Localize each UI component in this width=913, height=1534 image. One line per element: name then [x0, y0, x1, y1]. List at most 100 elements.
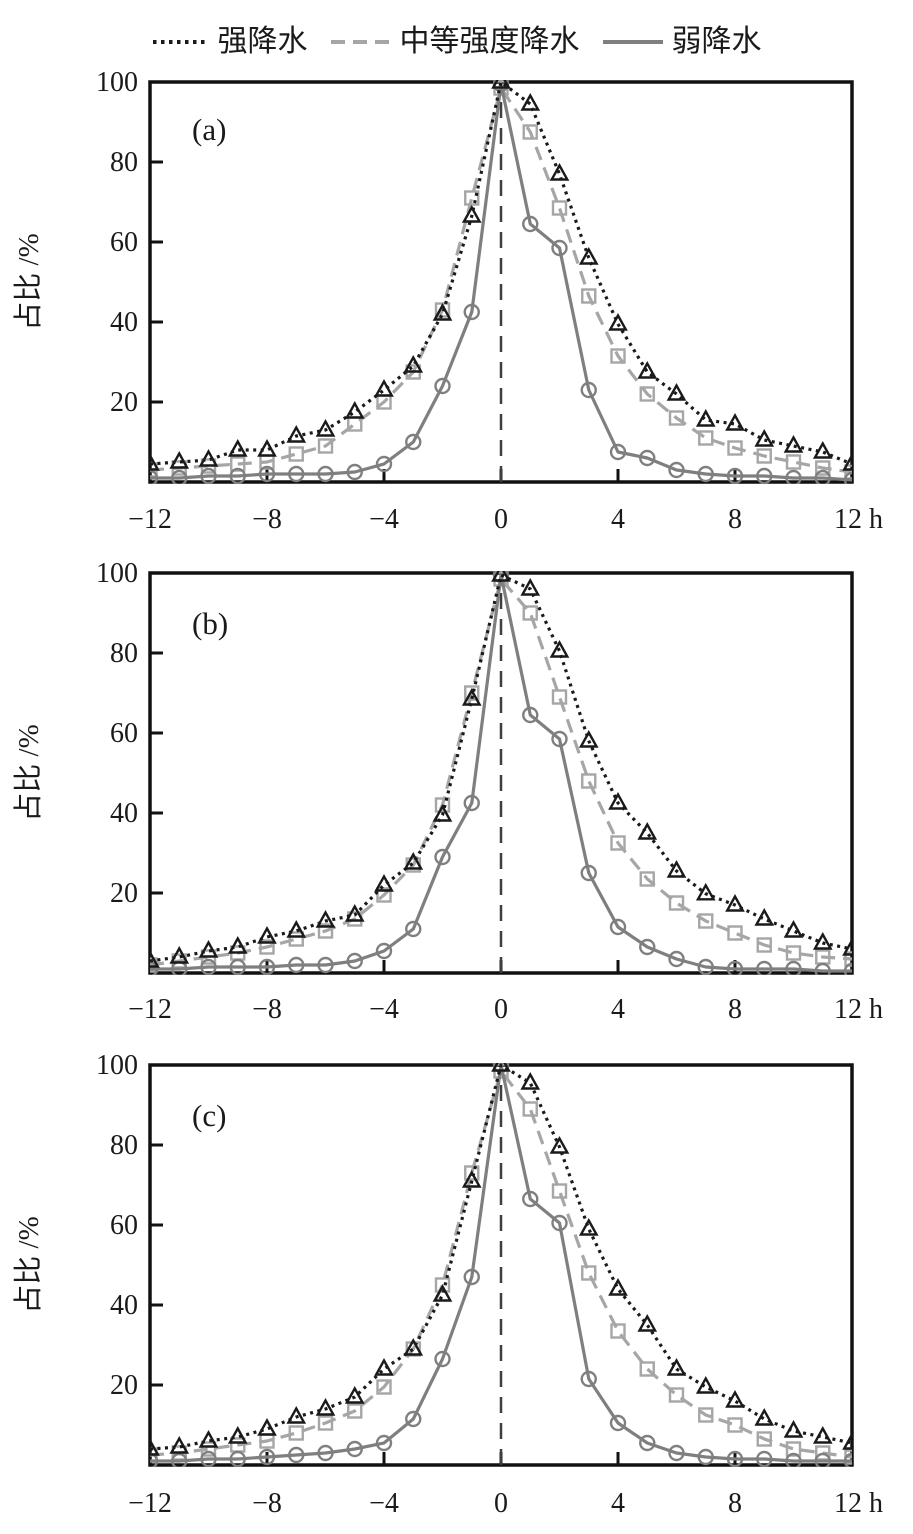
- square-marker: [785, 454, 802, 470]
- circle-marker: [609, 1414, 627, 1432]
- circle-marker: [551, 1214, 568, 1232]
- square-marker: [317, 923, 334, 939]
- triangle-marker: [842, 1432, 852, 1450]
- y-tick-label: 60: [110, 718, 138, 749]
- square-marker: [668, 1387, 685, 1403]
- circle-marker: [317, 1444, 334, 1462]
- triangle-marker: [198, 1430, 219, 1448]
- circle-marker: [726, 1450, 744, 1467]
- triangle-marker: [666, 860, 687, 878]
- triangle-marker: [637, 361, 658, 379]
- circle-marker: [639, 1434, 656, 1452]
- circle-marker: [697, 958, 714, 975]
- x-tick-label: −4: [369, 994, 399, 1025]
- x-tick-label: −12: [128, 994, 172, 1025]
- series-triangle: [150, 80, 852, 471]
- square-marker: [230, 456, 246, 472]
- y-tick-label: 60: [110, 227, 138, 258]
- square-marker: [464, 685, 480, 701]
- circle-marker: [580, 1370, 597, 1388]
- x-tick-label: 4: [611, 504, 625, 535]
- y-axis-title: 占比 /%: [12, 724, 45, 821]
- triangle-marker: [169, 946, 190, 964]
- circle-marker: [150, 469, 159, 484]
- square-marker: [522, 1101, 538, 1117]
- circle-marker: [317, 956, 334, 974]
- square-marker: [698, 1407, 714, 1423]
- triangle-marker: [432, 1284, 453, 1302]
- circle-marker: [405, 1410, 422, 1428]
- circle-marker: [288, 465, 305, 483]
- triangle-marker: [695, 1376, 716, 1394]
- x-tick-label: 12 h: [834, 994, 883, 1025]
- circle-marker: [843, 962, 852, 975]
- circle-marker: [522, 706, 539, 724]
- circle-marker: [258, 1448, 276, 1466]
- triangle-marker: [315, 419, 336, 437]
- series-triangle: [150, 571, 852, 968]
- square-marker: [200, 1441, 217, 1457]
- x-tick-label: −8: [252, 1488, 282, 1519]
- triangle-marker: [432, 303, 453, 321]
- circle-marker: [668, 1444, 685, 1462]
- x-tick-label: 0: [494, 994, 508, 1025]
- triangle-marker: [403, 1338, 424, 1356]
- y-tick-label: 20: [110, 1370, 138, 1401]
- circle-marker: [843, 1452, 852, 1467]
- circle-marker: [229, 958, 246, 975]
- square-marker: [347, 1403, 363, 1419]
- y-tick-label: 100: [96, 1050, 138, 1081]
- circle-marker: [171, 1452, 188, 1467]
- circle-marker: [668, 950, 685, 968]
- panel-a-chart: 20 40 60 80 100 −12 −8 −4 0 4 8 12 h 占比 /% (a): [12, 67, 883, 535]
- square-marker: [698, 913, 714, 929]
- triangle-marker: [812, 1426, 833, 1444]
- square-marker: [551, 689, 568, 705]
- x-tick-label: 4: [611, 1488, 625, 1519]
- circle-marker: [463, 1268, 480, 1286]
- triangle-marker: [432, 804, 453, 822]
- circle-marker: [375, 942, 393, 960]
- triangle-marker: [374, 1358, 394, 1376]
- circle-marker: [697, 1448, 714, 1466]
- triangle-marker: [783, 1420, 804, 1438]
- circle-marker: [551, 239, 568, 257]
- circle-marker: [814, 1452, 831, 1467]
- y-axis-title: 占比 /%: [12, 233, 45, 330]
- circle-marker: [580, 864, 597, 882]
- square-marker: [785, 1441, 802, 1457]
- square-marker: [581, 773, 597, 789]
- circle-marker: [405, 920, 422, 938]
- x-tick-label: −12: [128, 1488, 172, 1519]
- y-tick-label: 80: [110, 638, 138, 669]
- triangle-marker: [549, 640, 570, 658]
- y-tick-label: 80: [110, 1130, 138, 1161]
- series-circle: [150, 571, 852, 975]
- square-marker: [756, 1431, 772, 1447]
- circle-marker: [375, 1434, 393, 1452]
- solid-line-sample-icon: [602, 40, 663, 44]
- circle-marker: [463, 794, 480, 812]
- y-tick-label: 40: [110, 1290, 138, 1321]
- square-marker: [581, 1265, 597, 1281]
- triangle-marker: [549, 163, 570, 181]
- panel-letter: (c): [192, 1098, 226, 1133]
- triangle-marker: [578, 1218, 599, 1236]
- triangle-marker: [549, 1136, 570, 1154]
- dashed-line-sample-icon: [330, 40, 391, 44]
- triangle-marker: [374, 379, 394, 397]
- square-marker: [522, 124, 538, 140]
- x-tick-label: 12 h: [834, 504, 883, 535]
- square-marker: [551, 1183, 568, 1199]
- circle-marker: [288, 956, 305, 974]
- triangle-marker: [344, 904, 365, 922]
- square-marker: [464, 190, 480, 206]
- triangle-marker: [520, 1072, 541, 1090]
- triangle-marker: [403, 355, 424, 373]
- triangle-marker: [695, 882, 716, 901]
- x-tick-label: 8: [728, 504, 742, 535]
- square-marker: [259, 939, 275, 955]
- triangle-marker: [725, 413, 745, 431]
- circle-marker: [785, 469, 802, 484]
- triangle-marker: [754, 908, 775, 926]
